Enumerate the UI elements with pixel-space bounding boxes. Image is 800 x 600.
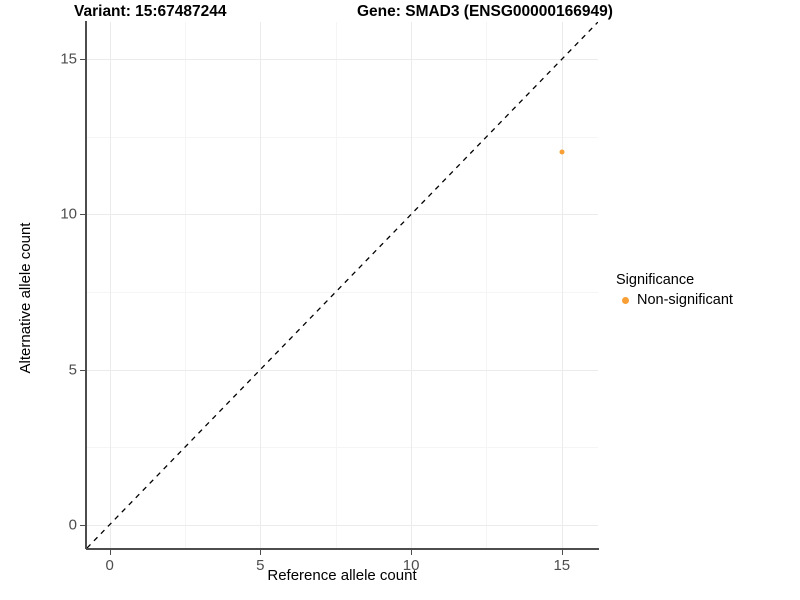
gridline-minor-horizontal [87,447,598,449]
legend-item-label: Non-significant [637,292,733,308]
gridline-major-horizontal [87,214,598,216]
y-axis-tick-label: 10 [60,205,77,223]
y-axis-tick [80,214,85,216]
gridline-minor-vertical [184,22,186,548]
identity-reference-line [87,22,598,548]
gridline-major-horizontal [87,59,598,61]
gridline-major-vertical [109,22,111,548]
x-axis-tick [411,550,413,555]
gridline-minor-horizontal [87,136,598,138]
x-axis-tick [561,550,563,555]
x-axis-tick-label: 0 [105,557,114,574]
y-axis-line [85,21,87,549]
y-axis-tick-label: 0 [68,516,77,534]
legend-title: Significance [616,272,695,288]
gridline-minor-horizontal [87,291,598,293]
x-axis-line [86,548,599,550]
gridline-minor-vertical [335,22,337,548]
legend: Significance Non-significant [616,272,733,309]
x-axis-tick [109,550,111,555]
x-axis-tick-label: 10 [402,557,420,574]
x-axis-tick-label: 5 [256,557,265,574]
x-axis-title: Reference allele count [267,567,417,584]
gridline-major-horizontal [87,524,598,526]
y-axis-tick-label: 5 [68,361,77,379]
legend-dot-icon [621,296,629,304]
y-axis-title-wrapper: Alternative allele count [17,48,37,548]
legend-key-swatch [616,291,634,309]
legend-item[interactable]: Non-significant [616,291,733,309]
x-axis-tick-label: 15 [553,557,571,574]
gridline-major-vertical [260,22,262,548]
y-axis-title: Alternative allele count [17,222,34,374]
y-axis-tick-label: 15 [60,50,77,68]
variant-title: Variant: 15:67487244 [74,3,227,20]
data-point[interactable] [559,149,565,155]
y-axis-tick [80,369,85,371]
gene-title: Gene: SMAD3 (ENSG00000166949) [357,3,613,20]
y-axis-tick [80,59,85,61]
y-axis-tick [80,524,85,526]
x-axis-tick [260,550,262,555]
gridline-major-vertical [561,22,563,548]
gridline-minor-vertical [486,22,488,548]
plot-panel [87,22,598,548]
gridline-major-vertical [411,22,413,548]
gridline-major-horizontal [87,369,598,371]
legend-items: Non-significant [616,291,733,309]
